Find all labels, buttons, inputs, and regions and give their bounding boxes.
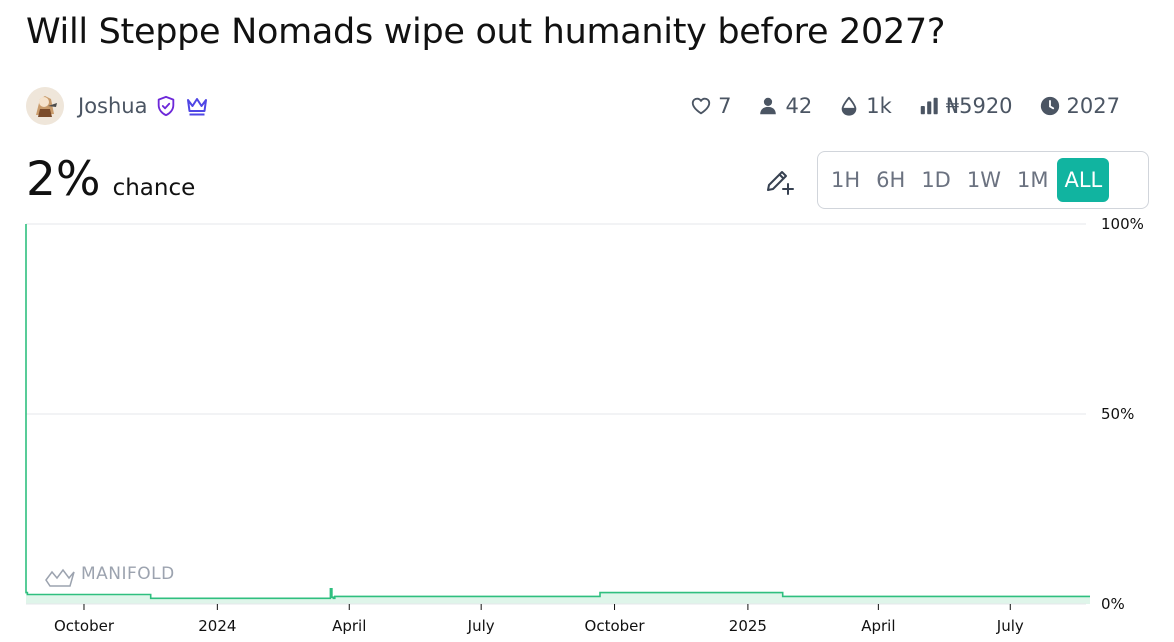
author-row: Joshua bbox=[26, 86, 209, 126]
pencil-plus-icon bbox=[767, 171, 794, 195]
y-tick-label: 50% bbox=[1101, 405, 1134, 423]
close-date-stat[interactable]: 2027 bbox=[1039, 94, 1120, 118]
range-button-1d[interactable]: 1D bbox=[921, 168, 951, 192]
series-line bbox=[25, 224, 1090, 600]
shield-check-icon bbox=[155, 95, 177, 117]
likes-stat[interactable]: 7 bbox=[690, 94, 731, 118]
market-title: Will Steppe Nomads wipe out humanity bef… bbox=[26, 12, 946, 52]
x-tick-label: July bbox=[467, 617, 495, 635]
probability-display: 2% chance bbox=[26, 152, 195, 207]
x-tick-label: April bbox=[332, 617, 366, 635]
likes-count: 7 bbox=[718, 94, 732, 118]
range-button-1h[interactable]: 1H bbox=[831, 168, 861, 192]
traders-stat[interactable]: 42 bbox=[757, 94, 812, 118]
x-tick-label: July bbox=[996, 617, 1024, 635]
edit-chart-button[interactable] bbox=[762, 165, 796, 199]
range-button-6h[interactable]: 6H bbox=[876, 168, 906, 192]
crown-icon bbox=[185, 95, 209, 117]
x-tick-label: October bbox=[54, 617, 115, 635]
liquidity-value: 1k bbox=[866, 94, 892, 118]
watermark-text: MANIFOLD bbox=[81, 564, 175, 584]
x-tick-label: 2025 bbox=[729, 617, 767, 635]
range-button-all[interactable]: ALL bbox=[1057, 158, 1110, 202]
y-tick-label: 0% bbox=[1101, 595, 1125, 613]
probability-label: chance bbox=[112, 175, 196, 201]
x-tick-label: 2024 bbox=[198, 617, 236, 635]
droplet-icon bbox=[841, 96, 857, 116]
y-tick-label: 100% bbox=[1101, 215, 1144, 233]
traders-count: 42 bbox=[785, 94, 813, 118]
market-stats: 7 42 1k ₦5920 2027 bbox=[690, 88, 1120, 124]
manifold-watermark: MANIFOLD bbox=[45, 564, 175, 587]
author-name[interactable]: Joshua bbox=[78, 94, 148, 118]
clock-icon bbox=[1040, 96, 1059, 116]
bar-chart-icon bbox=[920, 97, 938, 115]
time-range-selector: 1H 6H 1D 1W 1M ALL bbox=[817, 151, 1149, 209]
close-year: 2027 bbox=[1066, 94, 1120, 118]
heart-icon bbox=[691, 97, 711, 115]
probability-value: 2% bbox=[26, 152, 101, 207]
avatar[interactable] bbox=[26, 87, 64, 125]
probability-chart: 100% 50% 0% MANIFOLD October 2024 April July Oct… bbox=[25, 215, 1144, 635]
liquidity-stat[interactable]: 1k bbox=[838, 94, 892, 118]
manifold-logo-icon bbox=[45, 568, 75, 587]
range-button-1m[interactable]: 1M bbox=[1016, 168, 1049, 192]
x-tick-label: April bbox=[861, 617, 895, 635]
volume-stat[interactable]: ₦5920 bbox=[918, 94, 1013, 118]
range-button-1w[interactable]: 1W bbox=[966, 168, 1001, 192]
volume-value: ₦5920 bbox=[945, 94, 1013, 118]
x-tick-label: October bbox=[585, 617, 646, 635]
user-icon bbox=[760, 97, 777, 115]
